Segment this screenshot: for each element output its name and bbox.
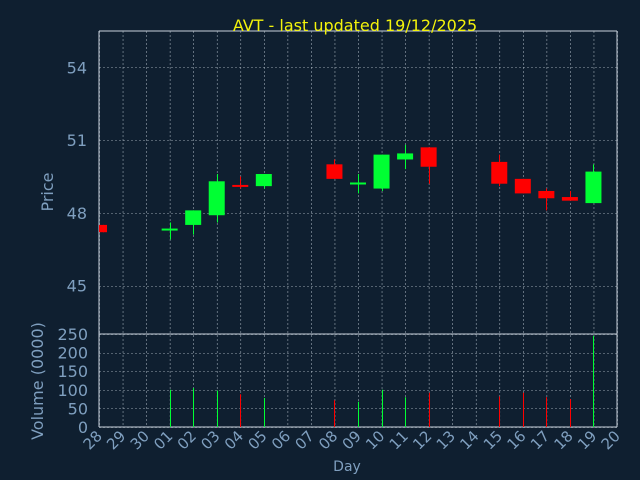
- price-tick-label: 45: [67, 277, 87, 296]
- candle-body: [514, 178, 531, 194]
- day-tick-label: 13: [433, 427, 459, 453]
- candle-body: [255, 174, 272, 187]
- candle-body: [326, 164, 343, 179]
- candle-body: [538, 190, 555, 199]
- candle-body: [373, 154, 390, 189]
- candle-body: [397, 153, 414, 160]
- day-tick-label: 14: [456, 427, 482, 453]
- day-tick-label: 05: [244, 427, 270, 453]
- day-tick-label: 19: [574, 427, 600, 453]
- candle-body: [561, 197, 578, 201]
- day-tick-label: 16: [503, 427, 529, 453]
- day-tick-label: 18: [551, 427, 577, 453]
- day-tick-label: 02: [174, 427, 200, 453]
- day-tick-label: 12: [409, 427, 435, 453]
- day-tick-label: 20: [598, 427, 624, 453]
- day-tick-label: 07: [292, 427, 318, 453]
- candle-body: [161, 228, 178, 231]
- candle-body: [350, 182, 366, 185]
- price-tick-label: 54: [67, 58, 87, 77]
- day-tick-label: 10: [362, 427, 388, 453]
- ticks-layer: 4548515405010015020025028293001020304050…: [57, 58, 623, 453]
- candle-body: [585, 171, 602, 204]
- volume-tick-label: 0: [78, 418, 88, 437]
- price-axis-label: Price: [38, 172, 57, 211]
- price-tick-label: 51: [67, 131, 87, 150]
- day-tick-label: 29: [103, 427, 129, 453]
- day-tick-label: 08: [315, 427, 341, 453]
- marks-layer: [99, 144, 602, 427]
- day-tick-label: 30: [127, 427, 153, 453]
- candle-body: [232, 184, 249, 187]
- volume-tick-label: 150: [57, 362, 88, 381]
- day-tick-label: 17: [527, 427, 553, 453]
- day-tick-label: 04: [221, 427, 247, 453]
- candle-body: [208, 181, 225, 216]
- day-tick-label: 15: [480, 427, 506, 453]
- candle-body: [420, 147, 437, 167]
- volume-tick-label: 250: [57, 325, 88, 344]
- price-tick-label: 48: [67, 204, 87, 223]
- volume-tick-label: 50: [68, 399, 88, 418]
- day-tick-label: 11: [386, 427, 412, 453]
- candle-body: [99, 224, 107, 233]
- day-tick-label: 06: [268, 427, 294, 453]
- candle-body: [491, 161, 508, 184]
- candle-body: [185, 210, 202, 225]
- day-tick-label: 03: [197, 427, 223, 453]
- volume-axis-label: Volume (0000): [28, 322, 47, 440]
- day-tick-label: 01: [150, 427, 176, 453]
- day-axis-label: Day: [333, 459, 361, 475]
- day-tick-label: 09: [339, 427, 365, 453]
- volume-tick-label: 100: [57, 381, 88, 400]
- chart-title: AVT - last updated 19/12/2025: [233, 16, 477, 35]
- volume-tick-label: 200: [57, 344, 88, 363]
